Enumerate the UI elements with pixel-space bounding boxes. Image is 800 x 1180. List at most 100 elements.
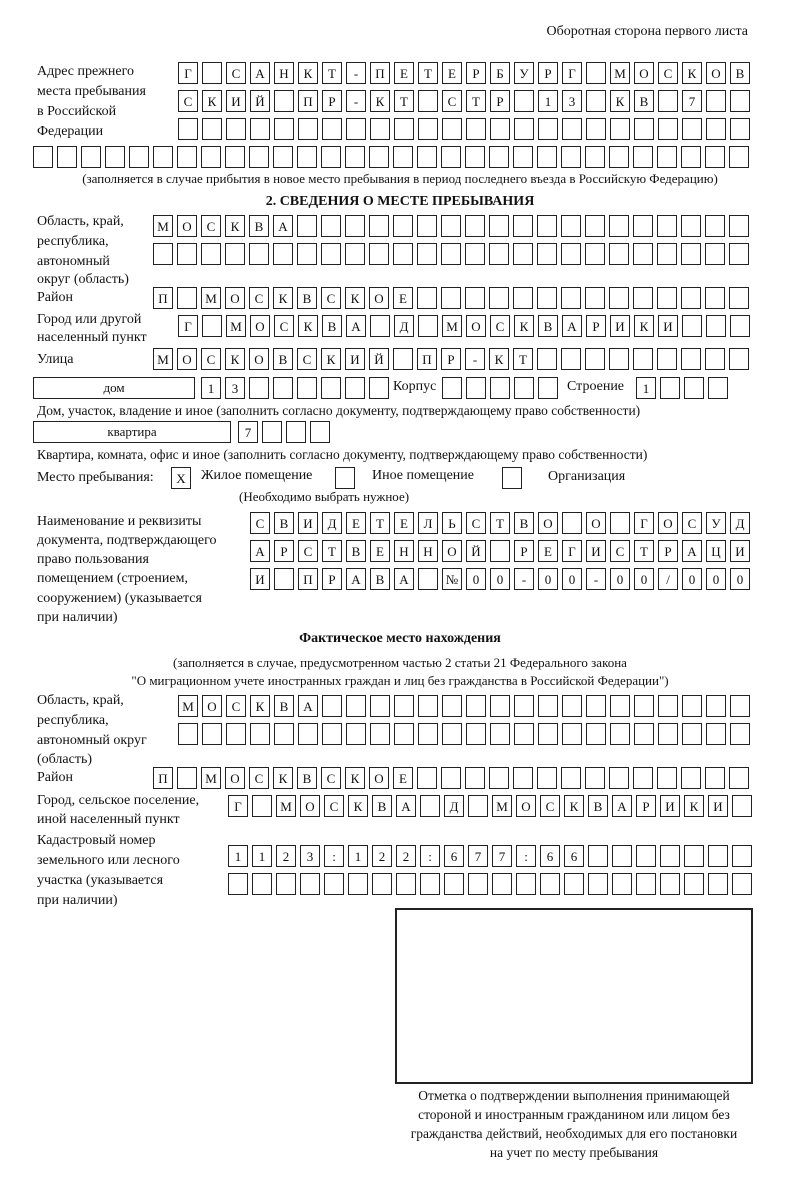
- char-cell[interactable]: [610, 695, 630, 717]
- char-cell[interactable]: А: [346, 568, 366, 590]
- char-cell[interactable]: П: [417, 348, 437, 370]
- char-cell[interactable]: 1: [228, 845, 248, 867]
- char-cell[interactable]: О: [177, 348, 197, 370]
- char-cell[interactable]: [369, 243, 389, 265]
- char-cell[interactable]: Т: [322, 540, 342, 562]
- char-cell[interactable]: [274, 90, 294, 112]
- char-cell[interactable]: [489, 146, 509, 168]
- char-cell[interactable]: [660, 845, 680, 867]
- char-cell[interactable]: Г: [562, 540, 582, 562]
- char-cell[interactable]: [442, 118, 462, 140]
- char-cell[interactable]: [634, 723, 654, 745]
- char-cell[interactable]: 7: [682, 90, 702, 112]
- char-cell[interactable]: [730, 118, 750, 140]
- char-cell[interactable]: :: [324, 845, 344, 867]
- char-cell[interactable]: 1: [538, 90, 558, 112]
- char-cell[interactable]: [609, 146, 629, 168]
- char-cell[interactable]: И: [658, 315, 678, 337]
- char-cell[interactable]: П: [370, 62, 390, 84]
- char-cell[interactable]: [418, 723, 438, 745]
- char-cell[interactable]: [393, 215, 413, 237]
- char-cell[interactable]: И: [708, 795, 728, 817]
- char-cell[interactable]: [634, 118, 654, 140]
- char-cell[interactable]: [732, 845, 752, 867]
- char-cell[interactable]: 2: [276, 845, 296, 867]
- char-cell[interactable]: Д: [322, 512, 342, 534]
- char-cell[interactable]: М: [610, 62, 630, 84]
- char-cell[interactable]: [393, 348, 413, 370]
- char-cell[interactable]: В: [273, 348, 293, 370]
- char-cell[interactable]: Р: [514, 540, 534, 562]
- char-cell[interactable]: Д: [730, 512, 750, 534]
- char-cell[interactable]: [657, 146, 677, 168]
- char-cell[interactable]: [708, 377, 728, 399]
- char-cell[interactable]: [202, 315, 222, 337]
- char-cell[interactable]: Р: [274, 540, 294, 562]
- char-cell[interactable]: [297, 146, 317, 168]
- char-cell[interactable]: 7: [492, 845, 512, 867]
- char-cell[interactable]: [441, 287, 461, 309]
- char-cell[interactable]: [286, 421, 306, 443]
- char-cell[interactable]: В: [588, 795, 608, 817]
- char-cell[interactable]: [394, 118, 414, 140]
- char-cell[interactable]: [705, 215, 725, 237]
- char-cell[interactable]: Г: [562, 62, 582, 84]
- char-cell[interactable]: [370, 315, 390, 337]
- char-cell[interactable]: [345, 146, 365, 168]
- char-cell[interactable]: [228, 873, 248, 895]
- char-cell[interactable]: -: [465, 348, 485, 370]
- char-cell[interactable]: С: [442, 90, 462, 112]
- prev-address-row-3[interactable]: [178, 118, 750, 140]
- char-cell[interactable]: 1: [348, 845, 368, 867]
- char-cell[interactable]: [706, 723, 726, 745]
- char-cell[interactable]: [612, 873, 632, 895]
- char-cell[interactable]: С: [321, 767, 341, 789]
- char-cell[interactable]: [442, 723, 462, 745]
- char-cell[interactable]: [636, 873, 656, 895]
- char-cell[interactable]: С: [321, 287, 341, 309]
- char-cell[interactable]: [417, 243, 437, 265]
- char-cell[interactable]: Й: [250, 90, 270, 112]
- char-cell[interactable]: [537, 146, 557, 168]
- char-cell[interactable]: [706, 695, 726, 717]
- char-cell[interactable]: [730, 695, 750, 717]
- char-cell[interactable]: [129, 146, 149, 168]
- char-cell[interactable]: [310, 421, 330, 443]
- char-cell[interactable]: [658, 118, 678, 140]
- char-cell[interactable]: [562, 695, 582, 717]
- char-cell[interactable]: [177, 243, 197, 265]
- char-cell[interactable]: [561, 348, 581, 370]
- char-cell[interactable]: [660, 377, 680, 399]
- char-cell[interactable]: 0: [490, 568, 510, 590]
- char-cell[interactable]: [657, 243, 677, 265]
- char-cell[interactable]: [490, 723, 510, 745]
- char-cell[interactable]: [705, 348, 725, 370]
- char-cell[interactable]: [658, 723, 678, 745]
- char-cell[interactable]: [514, 377, 534, 399]
- char-cell[interactable]: С: [274, 315, 294, 337]
- char-cell[interactable]: [370, 723, 390, 745]
- char-cell[interactable]: [252, 873, 272, 895]
- char-cell[interactable]: 0: [682, 568, 702, 590]
- char-cell[interactable]: 2: [396, 845, 416, 867]
- char-cell[interactable]: Р: [490, 90, 510, 112]
- char-cell[interactable]: А: [250, 540, 270, 562]
- char-cell[interactable]: А: [394, 568, 414, 590]
- char-cell[interactable]: И: [226, 90, 246, 112]
- char-cell[interactable]: С: [490, 315, 510, 337]
- char-cell[interactable]: [564, 873, 584, 895]
- char-cell[interactable]: Е: [393, 767, 413, 789]
- char-cell[interactable]: [348, 873, 368, 895]
- char-cell[interactable]: К: [634, 315, 654, 337]
- char-cell[interactable]: [538, 695, 558, 717]
- char-cell[interactable]: [516, 873, 536, 895]
- char-cell[interactable]: [585, 767, 605, 789]
- char-cell[interactable]: [609, 767, 629, 789]
- char-cell[interactable]: Е: [370, 540, 390, 562]
- char-cell[interactable]: [465, 215, 485, 237]
- char-cell[interactable]: В: [274, 512, 294, 534]
- char-cell[interactable]: [609, 348, 629, 370]
- char-cell[interactable]: [492, 873, 512, 895]
